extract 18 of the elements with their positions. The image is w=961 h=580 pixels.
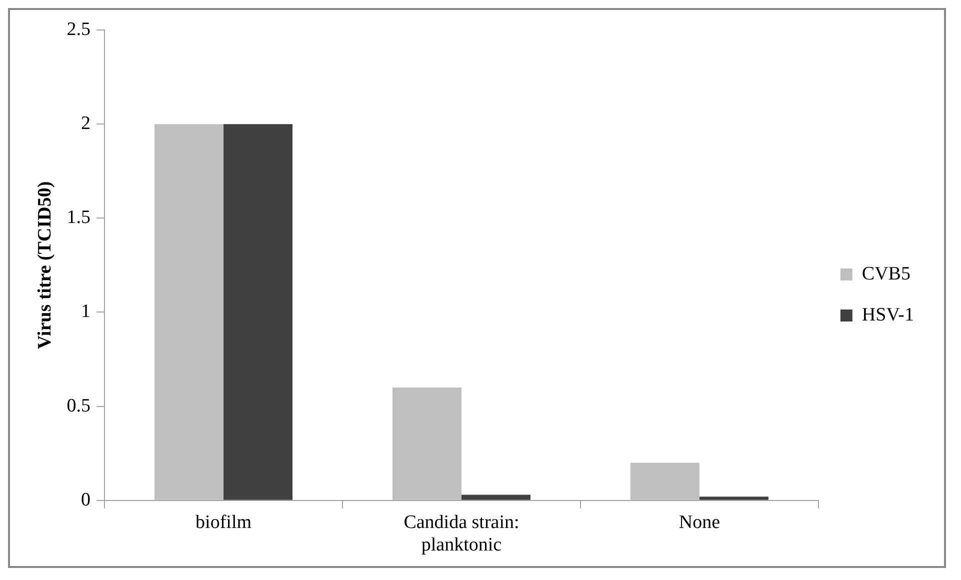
bar — [392, 388, 462, 500]
y-tick-label: 0 — [81, 489, 91, 510]
legend-label: HSV-1 — [862, 304, 914, 326]
bar — [630, 462, 700, 500]
y-axis-title: Virus titre (TCID50) — [34, 181, 56, 350]
bar — [699, 496, 768, 500]
y-tick-label: 2 — [81, 113, 91, 134]
y-tick-label: 1 — [81, 301, 91, 322]
legend-label: CVB5 — [862, 263, 910, 284]
x-tick-label: None — [678, 512, 720, 533]
bar — [461, 494, 530, 500]
x-tick-label: Candida strain: planktonic — [404, 512, 520, 556]
y-tick-label: 0.5 — [66, 395, 91, 416]
y-tick-label: 2.5 — [66, 18, 91, 40]
x-tick-label: biofilm — [196, 512, 252, 533]
bar — [224, 124, 293, 500]
y-tick-label: 1.5 — [66, 207, 91, 228]
bar — [154, 124, 224, 500]
